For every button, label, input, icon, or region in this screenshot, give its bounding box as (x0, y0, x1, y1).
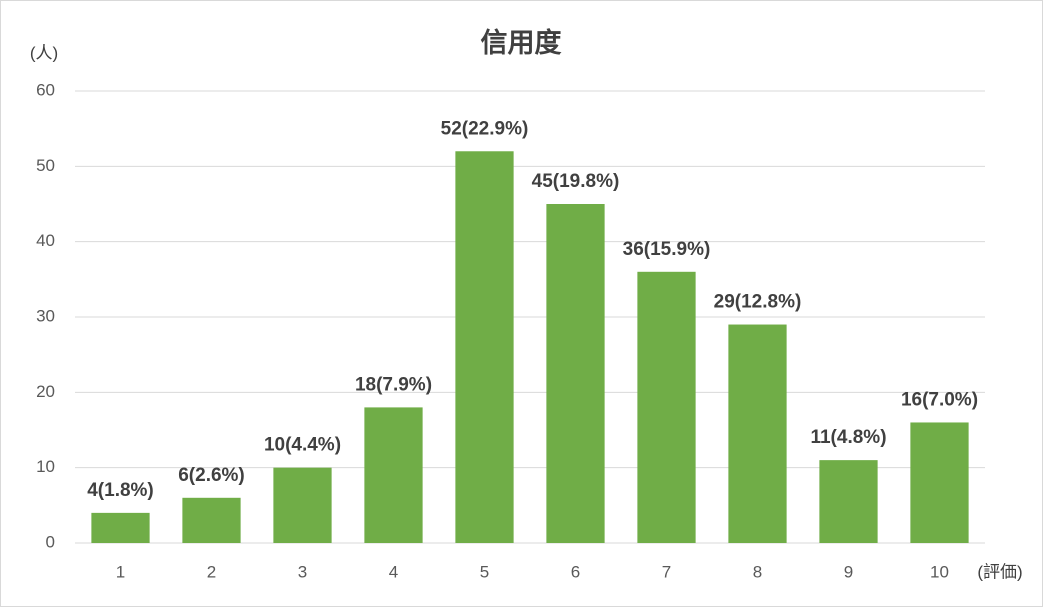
y-tick-label: 50 (36, 156, 55, 175)
y-tick-label: 40 (36, 231, 55, 250)
y-tick-label: 10 (36, 457, 55, 476)
value-label: 16(7.0%) (901, 389, 978, 410)
x-tick-label: 6 (571, 562, 580, 581)
chart-title: 信用度 (481, 27, 562, 58)
y-tick-label: 20 (36, 382, 55, 401)
value-label: 18(7.9%) (355, 374, 432, 395)
value-label: 45(19.8%) (532, 171, 620, 192)
bar (819, 460, 878, 543)
value-label: 52(22.9%) (441, 118, 529, 139)
y-tick-label: 60 (36, 80, 55, 99)
x-axis-label: (評価) (977, 562, 1022, 581)
x-tick-label: 8 (753, 562, 762, 581)
value-label: 4(1.8%) (87, 480, 154, 501)
value-label: 11(4.8%) (810, 427, 886, 448)
bar (455, 151, 514, 543)
x-tick-label: 9 (844, 562, 853, 581)
bar (637, 271, 696, 543)
value-label: 29(12.8%) (714, 292, 802, 313)
y-tick-label: 30 (36, 306, 55, 325)
bar (910, 422, 969, 543)
x-tick-label: 3 (298, 562, 307, 581)
bar (364, 407, 423, 543)
bar (546, 204, 605, 543)
value-label: 36(15.9%) (623, 239, 711, 260)
x-tick-label: 2 (207, 562, 216, 581)
bar (91, 512, 150, 543)
x-tick-label: 7 (662, 562, 671, 581)
bar (728, 324, 787, 543)
x-tick-label: 5 (480, 562, 489, 581)
bar (273, 467, 332, 543)
x-tick-label: 4 (389, 562, 398, 581)
x-tick-label: 10 (930, 562, 949, 581)
y-axis-label: (人) (30, 43, 58, 62)
value-label: 10(4.4%) (264, 435, 341, 456)
bar (182, 497, 241, 543)
x-tick-label: 1 (116, 562, 125, 581)
value-label: 6(2.6%) (178, 465, 245, 486)
y-tick-label: 0 (46, 532, 55, 551)
